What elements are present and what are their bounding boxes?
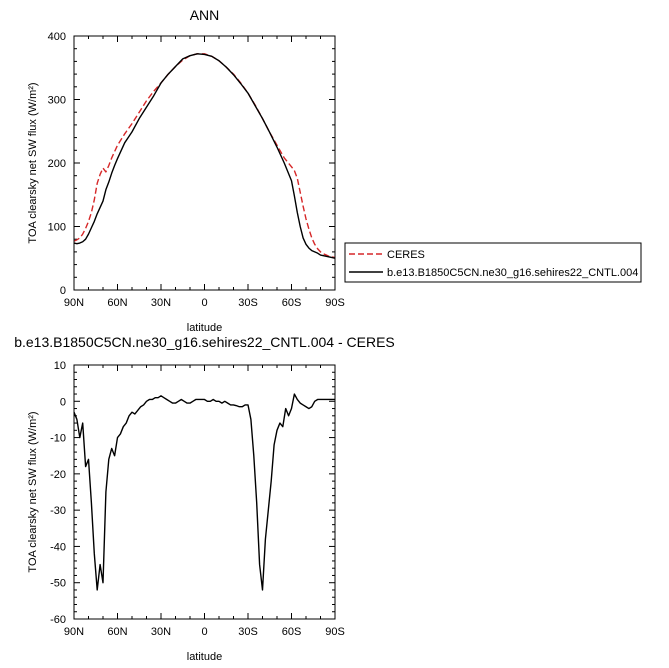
- top-y-tick-label: 100: [48, 222, 66, 234]
- bottom-y-tick-label: -60: [50, 614, 66, 626]
- legend: CERES b.e13.B1850C5CN.ne30_g16.sehires22…: [344, 242, 642, 283]
- top-x-tick-label: 90S: [325, 297, 345, 309]
- legend-label-ceres: CERES: [387, 249, 425, 261]
- top-chart-title: ANN: [190, 7, 220, 23]
- top-x-tick-label: 0: [201, 297, 207, 309]
- bottom-x-tick-label: 30N: [151, 626, 171, 638]
- bottom-x-tick-label: 60N: [107, 626, 127, 638]
- top-x-tick-label: 60N: [107, 297, 127, 309]
- bottom-x-axis-label: latitude: [187, 651, 222, 663]
- top-series: [73, 53, 336, 259]
- bottom-y-tick-label: -30: [50, 505, 66, 517]
- top-y-tick-label: 200: [48, 158, 66, 170]
- bottom-y-tick-label: -20: [50, 469, 66, 481]
- bottom-y-tick-label: -10: [50, 433, 66, 445]
- top-plot-frame: [73, 35, 336, 291]
- top-x-tick-label: 90N: [64, 297, 84, 309]
- bottom-y-tick-label: 0: [60, 396, 66, 408]
- top-x-tick-label: 30N: [151, 297, 171, 309]
- bottom-y-axis-label: TOA clearsky net SW flux (W/m²): [27, 411, 39, 572]
- bottom-ticks: 90N 60N 30N 0 30S 60S 90S -60 -50 -40 -30 -20 -10 0 10: [50, 360, 345, 638]
- top-y-tick-label: 0: [60, 285, 66, 297]
- top-y-tick-label: 400: [48, 31, 66, 43]
- top-x-tick-label: 60S: [282, 297, 302, 309]
- top-x-tick-label: 30S: [238, 297, 258, 309]
- bottom-plot-frame: [73, 364, 336, 620]
- legend-box: [344, 242, 642, 283]
- bottom-x-tick-label: 90N: [64, 626, 84, 638]
- bottom-x-tick-label: 60S: [282, 626, 302, 638]
- top-panel: ANN TOA clearsky net SW flux (W/m²) lati…: [27, 7, 345, 334]
- bottom-x-tick-label: 90S: [325, 626, 345, 638]
- top-y-tick-label: 300: [48, 95, 66, 107]
- top-y-axis-label: TOA clearsky net SW flux (W/m²): [27, 82, 39, 243]
- bottom-series: [73, 393, 335, 591]
- bottom-x-tick-label: 30S: [238, 626, 258, 638]
- bottom-y-tick-label: -50: [50, 578, 66, 590]
- top-ticks: 90N 60N 30N 0 30S 60S 90S 0 100 200 300 400: [48, 31, 345, 309]
- bottom-panel: b.e13.B1850C5CN.ne30_g16.sehires22_CNTL.…: [14, 334, 395, 663]
- bottom-series-line-0: [73, 393, 335, 591]
- legend-label-model: b.e13.B1850C5CN.ne30_g16.sehires22_CNTL.…: [387, 267, 638, 279]
- top-series-line-1: [73, 53, 336, 259]
- bottom-x-tick-label: 0: [201, 626, 207, 638]
- top-x-axis-label: latitude: [187, 322, 222, 334]
- bottom-chart-title: b.e13.B1850C5CN.ne30_g16.sehires22_CNTL.…: [14, 334, 395, 350]
- top-series-line-0: [73, 53, 336, 259]
- bottom-y-tick-label: 10: [54, 360, 66, 372]
- bottom-y-tick-label: -40: [50, 541, 66, 553]
